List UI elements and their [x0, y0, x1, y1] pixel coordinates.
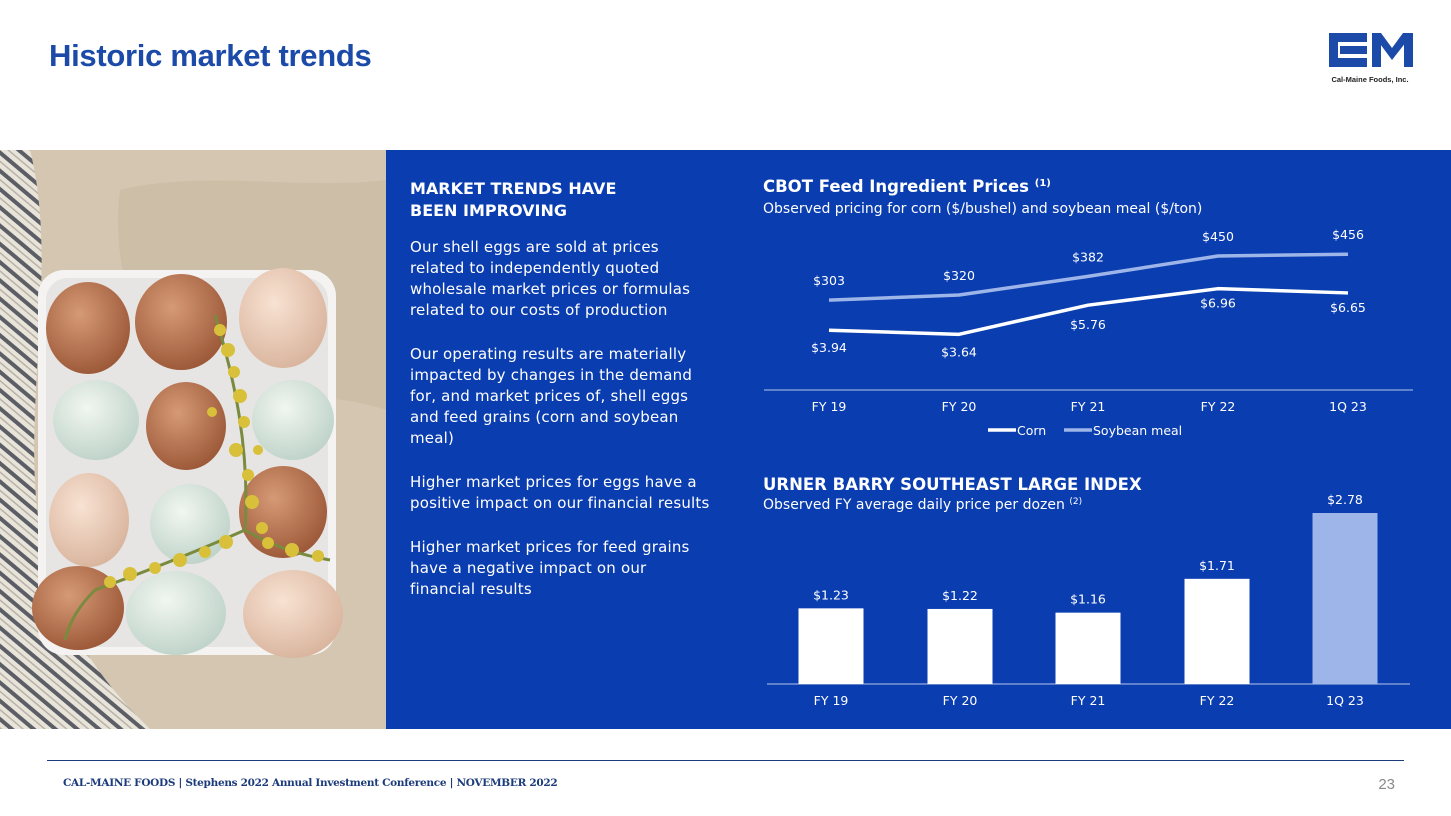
soybean-data-label: $456 [1332, 227, 1364, 242]
urner-x-tick-label: FY 21 [1071, 693, 1106, 708]
legend-soybean-label: Soybean meal [1093, 423, 1182, 438]
urner-data-label: $1.23 [813, 587, 849, 602]
footer-text: CAL-MAINE FOODS | Stephens 2022 Annual I… [63, 777, 558, 789]
urner-x-tick-label: 1Q 23 [1326, 693, 1364, 708]
cbot-x-tick-label: 1Q 23 [1329, 399, 1367, 414]
cbot-chart-title: CBOT Feed Ingredient Prices (1) [763, 177, 1051, 196]
soybean-series-line [828, 252, 1349, 302]
urner-x-tick-label: FY 20 [943, 693, 978, 708]
urner-bar [1184, 578, 1250, 684]
corn-data-label: $6.96 [1200, 296, 1236, 311]
corn-data-label: $3.94 [811, 340, 847, 355]
urner-x-tick-label: FY 22 [1200, 693, 1235, 708]
cbot-x-tick-label: FY 20 [942, 399, 977, 414]
eggs-photo [0, 150, 386, 729]
page-title: Historic market trends [49, 38, 372, 73]
urner-bar [927, 608, 993, 684]
cbot-x-tick-label: FY 21 [1071, 399, 1106, 414]
legend-corn-label: Corn [1017, 423, 1046, 438]
cbot-x-tick-label: FY 19 [812, 399, 847, 414]
cbot-chart-subtitle: Observed pricing for corn ($/bushel) and… [763, 201, 1203, 217]
urner-x-tick-label: FY 19 [814, 693, 849, 708]
soybean-data-label: $320 [943, 268, 975, 283]
urner-barry-chart-title: URNER BARRY SOUTHEAST LARGE INDEX [763, 475, 1142, 494]
urner-bar [1055, 612, 1121, 684]
paragraph-feed-price-impact: Higher market prices for feed grains hav… [410, 538, 690, 598]
soybean-data-label: $450 [1202, 229, 1234, 244]
urner-data-label: $1.71 [1199, 558, 1235, 573]
paragraph-operating-results: Our operating results are materially imp… [410, 345, 693, 447]
urner-bar [1312, 513, 1378, 684]
cal-maine-logo-icon [1329, 33, 1413, 67]
blue-content-panel [386, 150, 1451, 729]
urner-data-label: $1.16 [1070, 592, 1106, 607]
paragraph-egg-price-impact: Higher market prices for eggs have a pos… [410, 473, 710, 512]
corn-data-label: $5.76 [1070, 317, 1106, 332]
paragraph-shell-egg-pricing: Our shell eggs are sold at prices relate… [410, 238, 691, 319]
logo-caption: Cal-Maine Foods, Inc. [1331, 75, 1409, 84]
soybean-data-label: $303 [813, 273, 845, 288]
market-trends-heading: MARKET TRENDS HAVE BEEN IMPROVING [410, 179, 617, 220]
urner-data-label: $1.22 [942, 588, 978, 603]
market-trends-text: MARKET TRENDS HAVE BEEN IMPROVING Our sh… [410, 178, 715, 623]
soybean-data-label: $382 [1072, 249, 1104, 264]
corn-data-label: $6.65 [1330, 300, 1366, 315]
urner-bar [798, 608, 864, 684]
footer-divider [47, 760, 1404, 761]
cbot-x-tick-label: FY 22 [1201, 399, 1236, 414]
urner-barry-chart-subtitle: Observed FY average daily price per doze… [763, 497, 1083, 513]
corn-series-line [828, 286, 1349, 337]
corn-data-label: $3.64 [941, 344, 977, 359]
urner-data-label: $2.78 [1327, 492, 1363, 507]
page-number: 23 [1378, 776, 1395, 793]
